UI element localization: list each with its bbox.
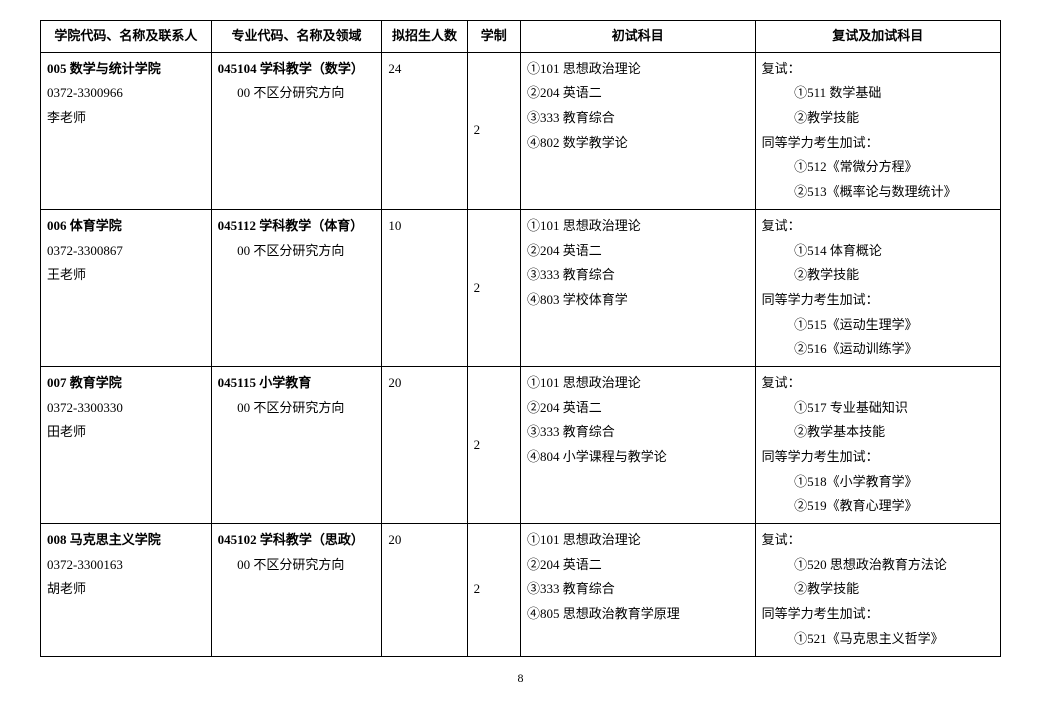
- college-teacher: 田老师: [47, 424, 86, 439]
- exam-subject: ①101 思想政治理论: [527, 61, 641, 76]
- major-direction: 00 不区分研究方向: [218, 396, 376, 421]
- major-name: 045102 学科教学（思政）: [218, 532, 364, 547]
- cell-initial-exam: ①101 思想政治理论 ②204 英语二 ③333 教育综合 ④802 数学教学论: [520, 52, 755, 209]
- col-initial-exam: 初试科目: [520, 21, 755, 53]
- college-teacher: 李老师: [47, 110, 86, 125]
- college-name: 007 教育学院: [47, 375, 122, 390]
- retest-title: 复试：: [762, 532, 801, 547]
- major-direction: 00 不区分研究方向: [218, 239, 376, 264]
- exam-subject: ④803 学校体育学: [527, 292, 628, 307]
- college-teacher: 王老师: [47, 267, 86, 282]
- exam-subject: ③333 教育综合: [527, 267, 615, 282]
- exam-subject: ③333 教育综合: [527, 110, 615, 125]
- cell-duration: 2: [467, 209, 520, 366]
- college-name: 006 体育学院: [47, 218, 122, 233]
- cell-major: 045104 学科教学（数学） 00 不区分研究方向: [211, 52, 382, 209]
- cell-major: 045112 学科教学（体育） 00 不区分研究方向: [211, 209, 382, 366]
- major-name: 045104 学科教学（数学）: [218, 61, 364, 76]
- exam-subject: ①101 思想政治理论: [527, 218, 641, 233]
- retest-title: 复试：: [762, 375, 801, 390]
- table-row: 005 数学与统计学院 0372-3300966 李老师 045104 学科教学（数学…: [41, 52, 1001, 209]
- major-direction: 00 不区分研究方向: [218, 553, 376, 578]
- cell-initial-exam: ①101 思想政治理论 ②204 英语二 ③333 教育综合 ④803 学校体育学: [520, 209, 755, 366]
- exam-subject: ②204 英语二: [527, 243, 602, 258]
- major-name: 045112 学科教学（体育）: [218, 218, 364, 233]
- col-college: 学院代码、名称及联系人: [41, 21, 212, 53]
- equiv-item: ②519《教育心理学》: [762, 494, 994, 519]
- college-name: 008 马克思主义学院: [47, 532, 161, 547]
- retest-title: 复试：: [762, 218, 801, 233]
- college-name: 005 数学与统计学院: [47, 61, 161, 76]
- cell-plan: 10: [382, 209, 467, 366]
- major-direction: 00 不区分研究方向: [218, 81, 376, 106]
- col-duration: 学制: [467, 21, 520, 53]
- cell-initial-exam: ①101 思想政治理论 ②204 英语二 ③333 教育综合 ④804 小学课程与教学…: [520, 366, 755, 523]
- equiv-title: 同等学力考生加试：: [762, 292, 879, 307]
- cell-retest: 复试： ①514 体育概论②教学技能同等学力考生加试： ①515《运动生理学》②51…: [755, 209, 1000, 366]
- equiv-item: ①521《马克思主义哲学》: [762, 627, 994, 652]
- retest-item: ②教学基本技能: [762, 420, 994, 445]
- exam-subject: ①101 思想政治理论: [527, 375, 641, 390]
- col-plan: 拟招生人数: [382, 21, 467, 53]
- cell-college: 006 体育学院 0372-3300867 王老师: [41, 209, 212, 366]
- equiv-title: 同等学力考生加试：: [762, 606, 879, 621]
- cell-duration: 2: [467, 524, 520, 656]
- exam-subject: ④802 数学教学论: [527, 135, 628, 150]
- major-name: 045115 小学教育: [218, 375, 312, 390]
- college-phone: 0372-3300163: [47, 557, 123, 572]
- exam-subject: ②204 英语二: [527, 85, 602, 100]
- retest-item: ①520 思想政治教育方法论: [762, 553, 994, 578]
- cell-retest: 复试： ①520 思想政治教育方法论②教学技能同等学力考生加试： ①521《马克思主…: [755, 524, 1000, 656]
- cell-college: 007 教育学院 0372-3300330 田老师: [41, 366, 212, 523]
- page-number: 8: [40, 671, 1001, 686]
- retest-item: ①511 数学基础: [762, 81, 994, 106]
- exam-subject: ③333 教育综合: [527, 424, 615, 439]
- cell-plan: 24: [382, 52, 467, 209]
- cell-major: 045102 学科教学（思政） 00 不区分研究方向: [211, 524, 382, 656]
- cell-duration: 2: [467, 366, 520, 523]
- cell-major: 045115 小学教育 00 不区分研究方向: [211, 366, 382, 523]
- college-teacher: 胡老师: [47, 581, 86, 596]
- equiv-title: 同等学力考生加试：: [762, 135, 879, 150]
- equiv-item: ①512《常微分方程》: [762, 155, 994, 180]
- col-major: 专业代码、名称及领域: [211, 21, 382, 53]
- retest-item: ①514 体育概论: [762, 239, 994, 264]
- equiv-item: ①518《小学教育学》: [762, 470, 994, 495]
- college-phone: 0372-3300867: [47, 243, 123, 258]
- cell-retest: 复试： ①517 专业基础知识②教学基本技能同等学力考生加试： ①518《小学教育学…: [755, 366, 1000, 523]
- cell-college: 008 马克思主义学院 0372-3300163 胡老师: [41, 524, 212, 656]
- table-row: 006 体育学院 0372-3300867 王老师 045112 学科教学（体育） 00…: [41, 209, 1001, 366]
- retest-item: ②教学技能: [762, 577, 994, 602]
- retest-item: ②教学技能: [762, 263, 994, 288]
- table-header-row: 学院代码、名称及联系人 专业代码、名称及领域 拟招生人数 学制 初试科目 复试及…: [41, 21, 1001, 53]
- exam-subject: ②204 英语二: [527, 400, 602, 415]
- catalog-table: 学院代码、名称及联系人 专业代码、名称及领域 拟招生人数 学制 初试科目 复试及…: [40, 20, 1001, 657]
- table-row: 008 马克思主义学院 0372-3300163 胡老师 045102 学科教学（思政…: [41, 524, 1001, 656]
- equiv-item: ②516《运动训练学》: [762, 337, 994, 362]
- cell-retest: 复试： ①511 数学基础②教学技能同等学力考生加试： ①512《常微分方程》②51…: [755, 52, 1000, 209]
- college-phone: 0372-3300330: [47, 400, 123, 415]
- exam-subject: ②204 英语二: [527, 557, 602, 572]
- cell-duration: 2: [467, 52, 520, 209]
- equiv-title: 同等学力考生加试：: [762, 449, 879, 464]
- exam-subject: ①101 思想政治理论: [527, 532, 641, 547]
- equiv-item: ①515《运动生理学》: [762, 313, 994, 338]
- cell-plan: 20: [382, 366, 467, 523]
- col-retest: 复试及加试科目: [755, 21, 1000, 53]
- retest-item: ②教学技能: [762, 106, 994, 131]
- retest-item: ①517 专业基础知识: [762, 396, 994, 421]
- college-phone: 0372-3300966: [47, 85, 123, 100]
- exam-subject: ④805 思想政治教育学原理: [527, 606, 680, 621]
- exam-subject: ④804 小学课程与教学论: [527, 449, 667, 464]
- cell-initial-exam: ①101 思想政治理论 ②204 英语二 ③333 教育综合 ④805 思想政治教育学…: [520, 524, 755, 656]
- exam-subject: ③333 教育综合: [527, 581, 615, 596]
- cell-plan: 20: [382, 524, 467, 656]
- equiv-item: ②513《概率论与数理统计》: [762, 180, 994, 205]
- cell-college: 005 数学与统计学院 0372-3300966 李老师: [41, 52, 212, 209]
- table-row: 007 教育学院 0372-3300330 田老师 045115 小学教育 00 不区分…: [41, 366, 1001, 523]
- retest-title: 复试：: [762, 61, 801, 76]
